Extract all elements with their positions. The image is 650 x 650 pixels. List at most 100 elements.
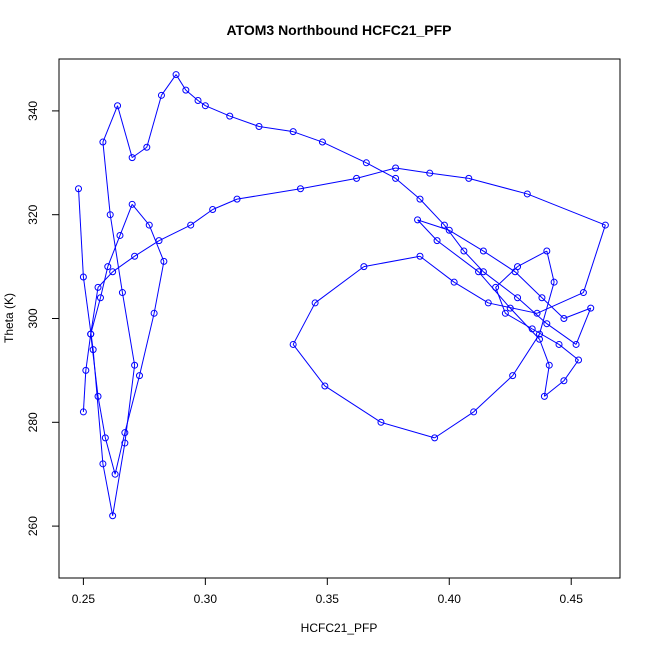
- series-segment: [531, 328, 560, 345]
- series-segment: [124, 365, 136, 444]
- series-segment: [463, 250, 484, 273]
- data-point: [450, 278, 458, 286]
- data-point: [99, 460, 107, 468]
- series-segment: [102, 463, 114, 516]
- data-point: [187, 221, 195, 229]
- series-segment: [153, 261, 165, 314]
- data-point: [145, 221, 153, 229]
- series-segment: [443, 224, 465, 252]
- series-segment: [97, 271, 114, 288]
- series-segment: [124, 375, 140, 433]
- data-point: [155, 237, 163, 245]
- series-segment: [419, 198, 445, 226]
- data-point: [484, 299, 492, 307]
- series-segment: [119, 204, 133, 236]
- series-segment: [131, 204, 150, 226]
- series-segment: [363, 255, 421, 268]
- data-point: [416, 252, 424, 260]
- data-point: [131, 361, 139, 369]
- data-point: [543, 320, 551, 328]
- data-point: [492, 283, 500, 291]
- series-segment: [539, 339, 550, 366]
- series-segment: [121, 292, 136, 366]
- data-point: [426, 169, 434, 177]
- data-point: [514, 294, 522, 302]
- series-segment: [324, 385, 382, 423]
- data-point: [128, 154, 136, 162]
- x-tick-label: 0.40: [438, 592, 462, 606]
- data-point: [416, 195, 424, 203]
- series-segment: [544, 380, 565, 397]
- data-point: [114, 102, 122, 110]
- series-segment: [236, 188, 301, 200]
- data-point: [353, 174, 361, 182]
- data-point: [431, 434, 439, 442]
- data-point: [143, 143, 151, 151]
- data-point: [601, 221, 609, 229]
- series-segment: [112, 442, 126, 516]
- series-layer: [75, 71, 609, 520]
- chart-title: ATOM3 Northbound HCFC21_PFP: [226, 22, 451, 38]
- series-segment: [292, 131, 323, 143]
- series-segment: [197, 100, 206, 107]
- x-tick-label: 0.45: [560, 592, 584, 606]
- data-point: [160, 257, 168, 265]
- data-point: [533, 309, 541, 317]
- data-point: [75, 185, 83, 193]
- series-segment: [146, 95, 162, 148]
- data-point: [501, 309, 509, 317]
- x-tick-label: 0.25: [72, 592, 96, 606]
- data-point: [414, 216, 422, 224]
- series-segment: [356, 167, 396, 179]
- data-point: [104, 263, 112, 271]
- x-tick-label: 0.30: [194, 592, 218, 606]
- series-segment: [483, 250, 516, 273]
- data-point: [321, 382, 329, 390]
- x-tick-label: 0.35: [316, 592, 340, 606]
- data-point: [543, 247, 551, 255]
- data-point: [575, 356, 583, 364]
- series-segment: [90, 334, 99, 397]
- data-point: [94, 392, 102, 400]
- series-segment: [366, 162, 396, 179]
- data-point: [96, 294, 104, 302]
- data-point: [587, 304, 595, 312]
- series-segment: [97, 396, 106, 438]
- data-point: [255, 122, 263, 130]
- series-segment: [322, 141, 367, 164]
- series-segment: [102, 141, 111, 215]
- series-segment: [395, 167, 430, 174]
- series-segment: [512, 333, 540, 376]
- data-point: [201, 102, 209, 110]
- series-segment: [205, 105, 230, 117]
- data-point: [460, 247, 468, 255]
- series-segment: [85, 334, 92, 371]
- data-point: [560, 315, 568, 322]
- series-segment: [114, 432, 126, 475]
- series-segment: [82, 370, 87, 412]
- series-segment: [104, 437, 116, 475]
- series-segment: [495, 287, 506, 314]
- x-axis-label: HCFC21_PFP: [301, 621, 378, 635]
- series-segment: [292, 302, 316, 345]
- series-segment: [517, 297, 548, 325]
- data-point: [440, 221, 448, 229]
- series-segment: [488, 302, 538, 314]
- series-segment: [563, 307, 591, 319]
- data-point: [479, 268, 487, 276]
- data-point: [79, 408, 87, 416]
- data-point: [111, 470, 119, 478]
- series-segment: [558, 344, 579, 361]
- data-point: [172, 71, 180, 79]
- series-segment: [292, 344, 326, 387]
- series-segment: [112, 255, 135, 273]
- data-point: [465, 174, 473, 182]
- data-point: [289, 128, 297, 136]
- data-point: [116, 231, 124, 239]
- series-segment: [419, 255, 455, 283]
- series-segment: [483, 271, 518, 299]
- data-point: [209, 206, 217, 214]
- data-point: [479, 247, 487, 255]
- data-point: [289, 340, 297, 348]
